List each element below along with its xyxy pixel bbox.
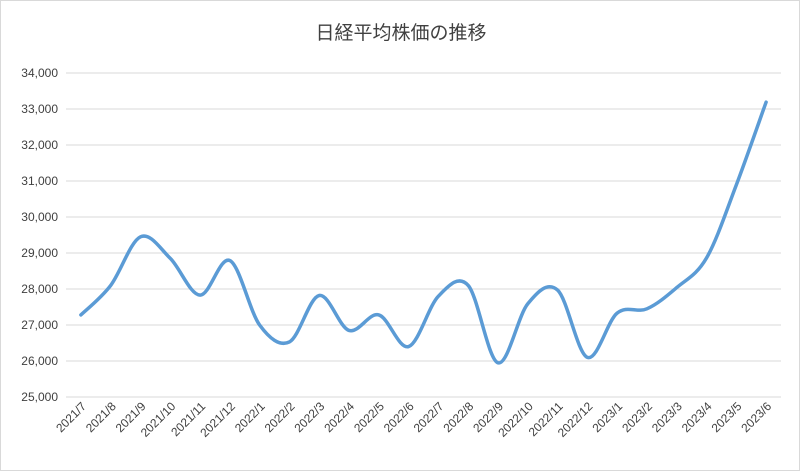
- x-tick-label: 2023/6: [738, 399, 774, 435]
- y-axis-ticks: 25,000 26,000 27,000 28,000 29,000 30,000 31,0…: [21, 66, 58, 404]
- data-point: [615, 311, 619, 315]
- data-point: [317, 294, 321, 298]
- gridlines: [66, 72, 781, 398]
- y-tick-label: 31,000: [21, 174, 58, 188]
- y-tick-label: 28,000: [21, 282, 58, 296]
- data-point: [585, 355, 589, 359]
- x-tick-label: 2022/8: [440, 399, 476, 435]
- data-point: [556, 288, 560, 292]
- x-tick-label: 2022/7: [411, 399, 447, 435]
- y-tick-label: 33,000: [21, 102, 58, 116]
- data-point: [466, 283, 470, 287]
- y-tick-label: 27,000: [21, 318, 58, 332]
- x-tick-label: 2021/8: [83, 399, 119, 435]
- y-tick-label: 25,000: [21, 390, 58, 404]
- data-point: [168, 256, 172, 260]
- data-point: [705, 256, 709, 260]
- data-point: [734, 183, 738, 187]
- data-point: [258, 323, 262, 327]
- data-point: [407, 345, 411, 349]
- x-tick-label: 2022/5: [351, 399, 387, 435]
- x-tick-label: 2023/1: [589, 399, 625, 435]
- data-point: [764, 100, 768, 104]
- data-point: [377, 313, 381, 317]
- x-tick-label: 2022/2: [262, 399, 298, 435]
- data-point: [198, 293, 202, 297]
- series-line: [79, 100, 768, 365]
- data-point: [109, 283, 113, 287]
- y-tick-label: 26,000: [21, 354, 58, 368]
- y-tick-label: 32,000: [21, 138, 58, 152]
- x-tick-label: 2023/4: [679, 399, 715, 435]
- x-tick-label: 2022/6: [381, 399, 417, 435]
- series-layer: [79, 100, 768, 365]
- data-point: [79, 313, 83, 317]
- data-point: [496, 361, 500, 365]
- y-tick-label: 29,000: [21, 246, 58, 260]
- x-tick-label: 2022/1: [232, 399, 268, 435]
- x-tick-label: 2022/4: [321, 399, 357, 435]
- y-tick-label: 34,000: [21, 66, 58, 80]
- data-point: [436, 294, 440, 298]
- y-tick-label: 30,000: [21, 210, 58, 224]
- data-point: [347, 328, 351, 332]
- x-tick-label: 2023/5: [709, 399, 745, 435]
- x-tick-label: 2022/3: [291, 399, 327, 435]
- x-axis-ticks: 2021/72021/82021/92021/102021/112021/122…: [53, 399, 774, 440]
- x-tick-label: 2023/3: [649, 399, 685, 435]
- x-tick-label: 2023/2: [619, 399, 655, 435]
- data-point: [228, 259, 232, 263]
- data-point: [287, 340, 291, 344]
- data-point: [139, 235, 143, 239]
- data-point: [675, 286, 679, 290]
- x-tick-label: 2021/7: [53, 399, 89, 435]
- chart-title: 日経平均株価の推移: [315, 22, 486, 44]
- data-point: [645, 307, 649, 311]
- data-point: [526, 302, 530, 306]
